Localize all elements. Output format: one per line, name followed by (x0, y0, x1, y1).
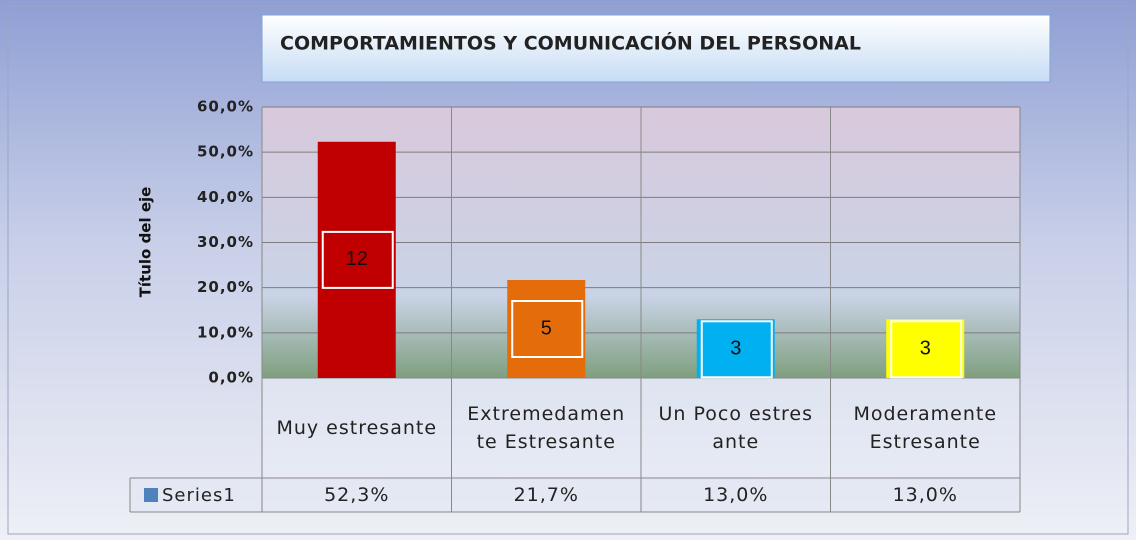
y-tick-label: 0,0% (208, 369, 254, 387)
legend-swatch (144, 488, 158, 502)
data-label-box (890, 320, 963, 379)
chart-frame (7, 5, 1129, 535)
x-tick-label: Moderamente Estresante (853, 403, 998, 453)
y-tick-label: 20,0% (197, 278, 254, 296)
y-tick-label: 30,0% (197, 233, 254, 251)
title-box (261, 14, 1051, 83)
table-value: 52,3% (324, 484, 390, 506)
data-label: 12 (346, 248, 368, 270)
data-label: 3 (730, 338, 741, 360)
x-tick-label: Muy estresante (276, 417, 438, 439)
bar (696, 319, 775, 378)
chart-title: COMPORTAMIENTOS Y COMUNICACIÓN DEL PERSO… (280, 31, 861, 55)
table-value: 13,0% (703, 484, 769, 506)
bar (886, 319, 965, 378)
y-tick-label: 10,0% (197, 323, 254, 341)
data-label: 5 (541, 317, 552, 339)
data-label-box (700, 320, 773, 379)
x-tick-label: Extremedamente Estresante (467, 403, 626, 453)
bar (507, 279, 586, 378)
table-value: 13,0% (892, 484, 958, 506)
y-axis-title: Título del eje (137, 187, 155, 298)
data-label: 3 (920, 338, 931, 360)
data-label-box (321, 230, 394, 289)
bar (317, 141, 396, 378)
y-tick-label: 50,0% (197, 143, 254, 161)
x-tick-label: Un Poco estresante (658, 403, 814, 453)
data-label-box (511, 299, 584, 358)
table-value: 21,7% (513, 484, 579, 506)
table-bg (130, 478, 1020, 512)
legend-label: Series1 (162, 485, 236, 506)
y-tick-label: 40,0% (197, 188, 254, 206)
y-tick-label: 60,0% (197, 98, 254, 116)
